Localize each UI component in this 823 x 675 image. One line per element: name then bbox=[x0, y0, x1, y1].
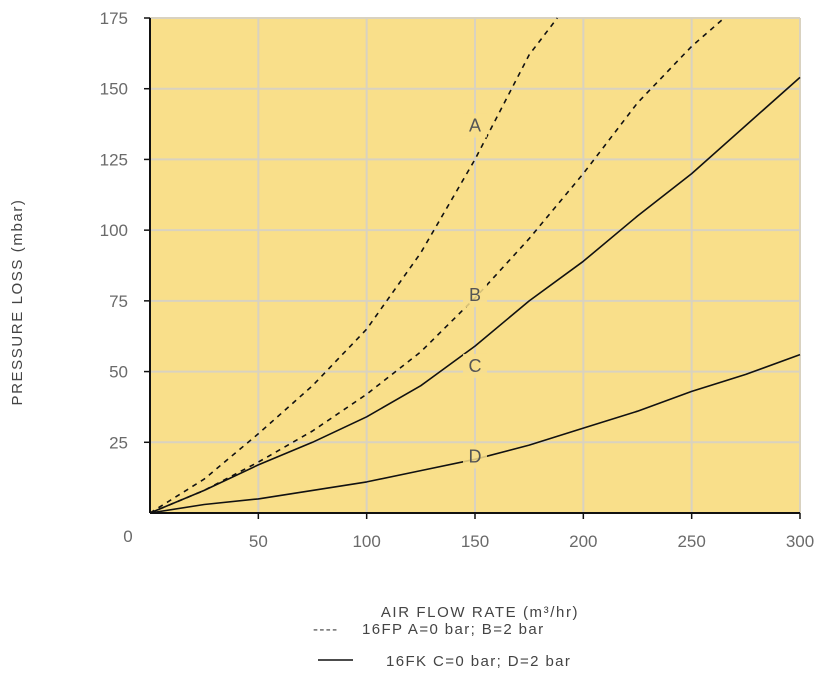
y-axis-title: PRESSURE LOSS (mbar) bbox=[9, 198, 26, 405]
curve-b bbox=[149, 17, 725, 514]
legend: ---- 16FP A=0 bar; B=2 bar 16FK C=0 bar;… bbox=[313, 621, 571, 670]
y-tick-label-25: 25 bbox=[109, 433, 128, 452]
curve-label-bg-a bbox=[463, 113, 487, 138]
curve-label-c: C bbox=[469, 356, 482, 376]
y-tick-label-150: 150 bbox=[100, 80, 128, 99]
y-tick-label-100: 100 bbox=[100, 221, 128, 240]
tick-labels: 50 100 150 200 250 300 25 50 75 100 125 150 175 0 bbox=[100, 9, 815, 551]
curve-label-a: A bbox=[469, 115, 481, 135]
x-tick-label-200: 200 bbox=[569, 532, 597, 551]
curve-label-bg-b bbox=[463, 283, 487, 308]
x-tick-label-150: 150 bbox=[461, 532, 489, 551]
x-axis-title: AIR FLOW RATE (m³/hr) bbox=[381, 604, 579, 621]
x-tick-label-250: 250 bbox=[677, 532, 705, 551]
curve-label-d: D bbox=[469, 446, 482, 466]
curve-label-b: B bbox=[469, 285, 481, 305]
curve-labels: A B C D bbox=[463, 113, 487, 469]
legend-symbol-dashed: ---- bbox=[313, 621, 339, 638]
x-tick-label-300: 300 bbox=[786, 532, 814, 551]
x-tick-label-100: 100 bbox=[352, 532, 380, 551]
x-tick-label-50: 50 bbox=[249, 532, 268, 551]
y-tick-label-75: 75 bbox=[109, 292, 128, 311]
curve-c bbox=[149, 76, 801, 514]
y-tick-label-125: 125 bbox=[100, 150, 128, 169]
origin-label: 0 bbox=[123, 527, 132, 546]
curve-label-bg-c bbox=[463, 353, 487, 378]
y-tick-label-175: 175 bbox=[100, 9, 128, 28]
y-tick-label-50: 50 bbox=[109, 363, 128, 382]
curve-label-bg-d bbox=[463, 444, 487, 469]
legend-entry-16fk: 16FK C=0 bar; D=2 bar bbox=[386, 653, 571, 670]
grid-lines bbox=[150, 17, 801, 513]
legend-entry-16fp: 16FP A=0 bar; B=2 bar bbox=[362, 621, 545, 638]
